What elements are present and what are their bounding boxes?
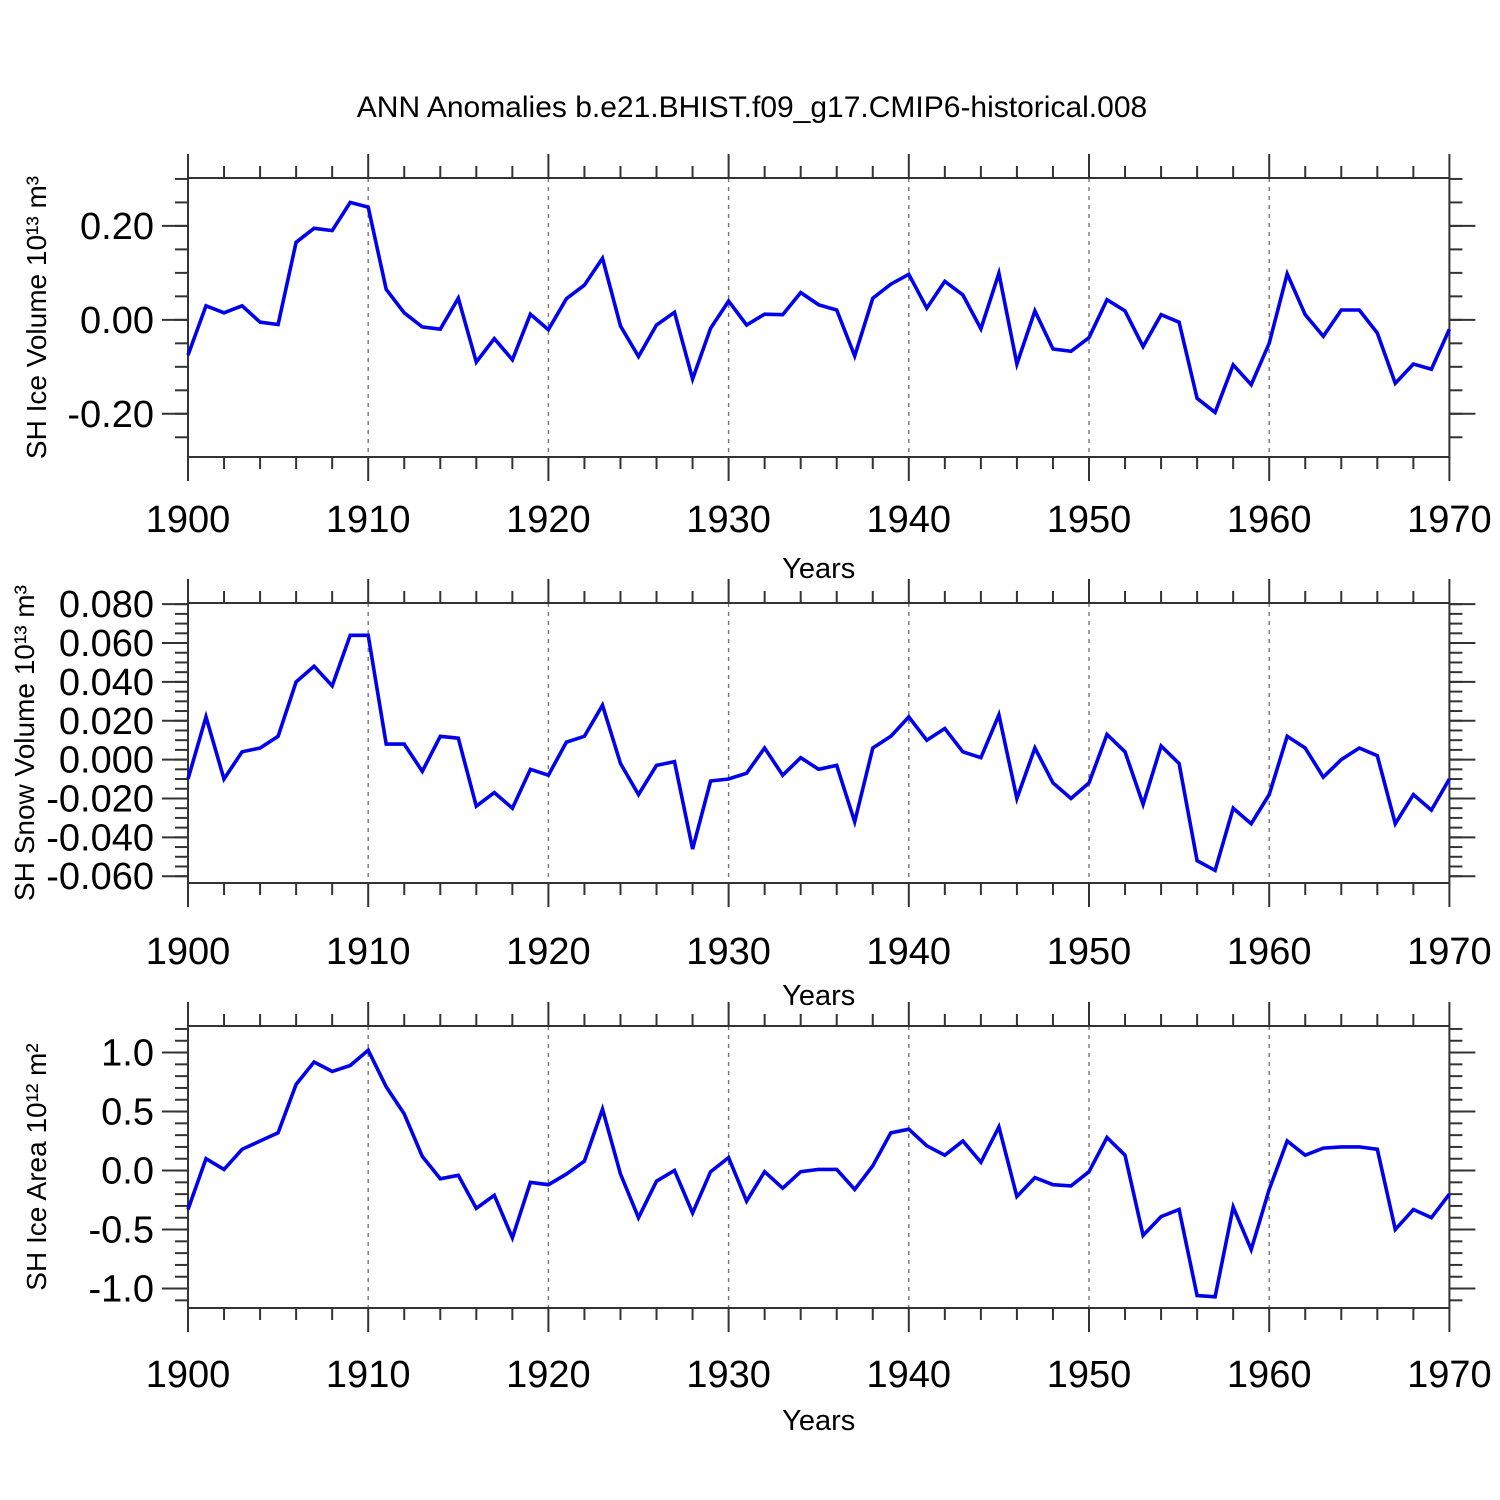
chart-panels: 0.20 0.00 -0.20 1900 1910 1920 1930 1940 1950 196…: [9, 154, 1492, 1437]
y-tick-label: 0.000: [59, 740, 154, 782]
series-line: [186, 200, 1452, 416]
x-tick-label: 1950: [1047, 1354, 1132, 1396]
x-tick-label: 1900: [146, 1354, 231, 1396]
x-axis-label: Years: [782, 553, 855, 585]
x-axis-label: Years: [782, 980, 855, 1012]
axis-frame: [187, 602, 1451, 884]
x-axis-label: Years: [782, 1405, 855, 1437]
panel-3: 1.0 0.5 0.0 -0.5 -1.0 1900 1910 1920 1930 1940 195…: [21, 1002, 1492, 1437]
x-tick-label: 1960: [1227, 931, 1312, 973]
x-tick-label: 1970: [1407, 499, 1492, 541]
y-tick-label: 0.020: [59, 701, 154, 743]
x-tick-label: 1910: [326, 1354, 411, 1396]
y-tick-label: 1.0: [101, 1033, 154, 1075]
x-tick-label: 1900: [146, 931, 231, 973]
x-tick-label: 1950: [1047, 499, 1132, 541]
x-tick-label: 1940: [867, 1354, 952, 1396]
y-tick-label: -0.040: [46, 817, 154, 859]
y-tick-label: -1.0: [89, 1269, 154, 1311]
x-tick-label: 1900: [146, 499, 231, 541]
chart-title: ANN Anomalies b.e21.BHIST.f09_g17.CMIP6-…: [357, 91, 1147, 124]
x-tick-label: 1930: [686, 931, 771, 973]
y-tick-label: 0.060: [59, 623, 154, 665]
x-tick-label: 1920: [506, 1354, 591, 1396]
series-line: [186, 1047, 1451, 1299]
y-tick-label: 0.5: [101, 1092, 154, 1134]
x-tick-label: 1940: [867, 499, 952, 541]
x-tick-label: 1960: [1227, 499, 1312, 541]
x-tick-label: 1970: [1407, 1354, 1492, 1396]
y-tick-label: 0.040: [59, 662, 154, 704]
x-tick-label: 1940: [867, 931, 952, 973]
x-tick-label: 1910: [326, 499, 411, 541]
y-tick-label: 0.00: [80, 300, 154, 342]
y-tick-label: -0.060: [46, 856, 154, 898]
y-tick-label: -0.5: [89, 1210, 154, 1252]
y-axis-label: SH Ice Volume 10¹³ m³: [21, 176, 52, 459]
y-tick-label: -0.20: [67, 394, 154, 436]
y-tick-label: -0.020: [46, 778, 154, 820]
y-tick-label: 0.080: [59, 584, 154, 626]
x-tick-label: 1920: [506, 499, 591, 541]
y-axis-label: SH Snow Volume 10¹³ m³: [9, 585, 40, 901]
x-tick-label: 1930: [686, 499, 771, 541]
axis-frame: [187, 177, 1451, 458]
x-tick-label: 1970: [1407, 931, 1492, 973]
panel-1: 0.20 0.00 -0.20 1900 1910 1920 1930 1940 1950 196…: [21, 154, 1492, 585]
x-tick-label: 1950: [1047, 931, 1132, 973]
x-tick-label: 1960: [1227, 1354, 1312, 1396]
y-axis-label: SH Ice Area 10¹² m²: [21, 1043, 52, 1290]
x-tick-label: 1910: [326, 931, 411, 973]
axis-frame: [187, 1025, 1451, 1309]
series-line: [186, 633, 1451, 874]
y-tick-label: 0.0: [101, 1151, 154, 1193]
panel-2: 0.0800.0600.0400.0200.000-0.020-0.040-0.…: [9, 579, 1492, 1012]
x-tick-label: 1930: [686, 1354, 771, 1396]
x-tick-label: 1920: [506, 931, 591, 973]
y-tick-label: 0.20: [80, 206, 154, 248]
